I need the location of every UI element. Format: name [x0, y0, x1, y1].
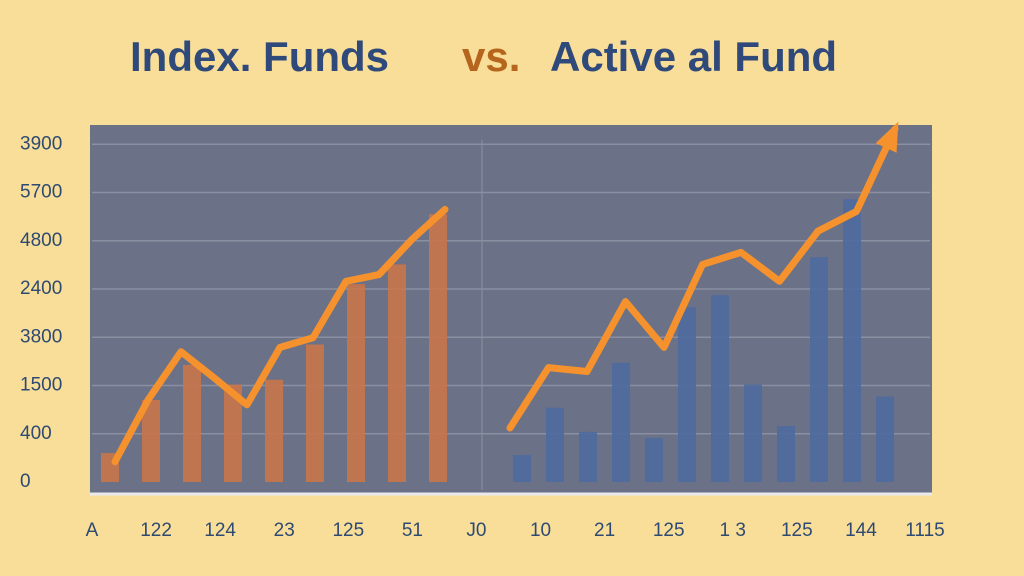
line — [111, 205, 449, 466]
bar — [711, 295, 729, 482]
bar — [347, 284, 365, 482]
bar — [388, 264, 406, 482]
bar — [513, 454, 531, 482]
y-tick-label: 2400 — [20, 278, 62, 299]
chart-title: Active al Fund — [550, 33, 837, 80]
plot-area — [90, 125, 932, 495]
x-tick-label: 125 — [781, 520, 813, 541]
bar — [645, 438, 663, 482]
line — [506, 125, 899, 432]
bar — [843, 199, 861, 482]
x-tick-label: 23 — [274, 520, 295, 541]
x-tick-label: 124 — [204, 520, 236, 541]
bar — [265, 379, 283, 482]
chart-title: vs. — [462, 33, 520, 80]
x-tick-label: 122 — [140, 520, 172, 541]
x-tick-label: 1 3 — [720, 520, 746, 541]
y-tick-label: 1500 — [20, 375, 62, 396]
x-tick-label: 21 — [594, 520, 615, 541]
y-tick-label: 4800 — [20, 230, 62, 251]
bar — [183, 364, 201, 482]
bar — [777, 426, 795, 482]
x-tick-label: 125 — [332, 520, 364, 541]
arrow-head — [875, 121, 899, 153]
bar — [876, 396, 894, 482]
bar — [142, 399, 160, 482]
x-tick-label: 144 — [845, 520, 877, 541]
bar — [306, 344, 324, 482]
y-tick-label: 400 — [20, 423, 52, 444]
y-tick-label: 3900 — [20, 133, 62, 154]
x-tick-label: A — [86, 520, 99, 541]
x-tick-label: 51 — [402, 520, 423, 541]
y-tick-label: 5700 — [20, 182, 62, 203]
x-tick-label: J0 — [466, 520, 486, 541]
bar — [744, 384, 762, 482]
bar — [224, 384, 242, 482]
y-tick-label: 0 — [20, 471, 31, 492]
bar — [579, 431, 597, 482]
chart-title: Index. Funds — [130, 33, 389, 80]
x-tick-label: 1115 — [905, 520, 944, 541]
y-tick-label: 3800 — [20, 326, 62, 347]
bar — [429, 214, 447, 482]
bar — [546, 407, 564, 482]
bar — [612, 362, 630, 482]
x-tick-label: 125 — [653, 520, 685, 541]
bar — [678, 307, 696, 482]
bar — [810, 257, 828, 482]
x-tick-label: 10 — [530, 520, 551, 541]
